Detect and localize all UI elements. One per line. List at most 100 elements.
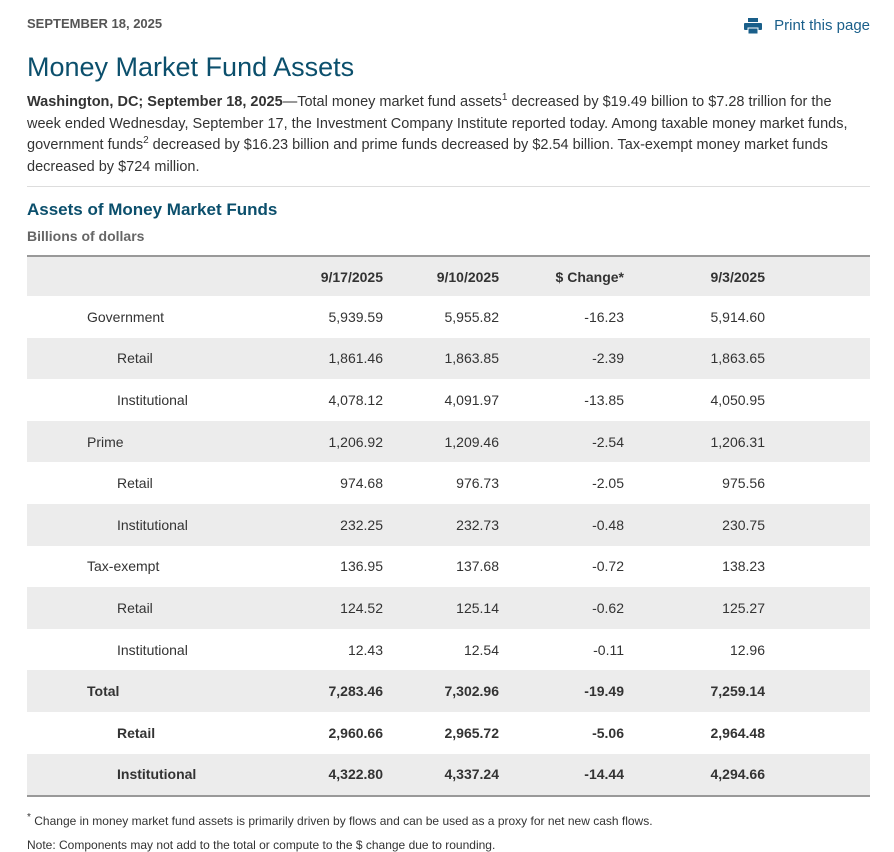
value-cell: 1,861.46 xyxy=(287,337,383,380)
dateline: Washington, DC; September 18, 2025 xyxy=(27,94,283,110)
table-row: Institutional 12.43 12.54 -0.11 12.96 xyxy=(27,629,870,671)
table-row: Government 5,939.59 5,955.82 -16.23 5,914.60 xyxy=(27,296,870,338)
value-cell: 5,955.82 xyxy=(444,308,500,325)
table-row: Institutional 4,322.80 4,337.24 -14.44 4,294… xyxy=(27,753,870,797)
value-cell: -19.49 xyxy=(499,670,624,712)
header-cell xyxy=(765,256,870,296)
value-cell: 1,206.31 xyxy=(624,420,765,463)
header-cell: 9/10/2025 xyxy=(383,256,499,296)
value-cell: 1,206.92 xyxy=(287,420,383,463)
table-row: Retail 124.52 125.14 -0.62 125.27 xyxy=(27,587,870,629)
value-cell: 12.54 xyxy=(463,641,499,658)
table-row: Retail 974.68 976.73 -2.05 975.56 xyxy=(27,462,870,504)
value-cell: 124.52 xyxy=(287,587,383,629)
header-cell: $ Change* xyxy=(499,256,624,296)
footnote: * Change in money market fund assets is … xyxy=(27,812,653,828)
spacer-cell xyxy=(765,379,870,421)
page-title: Money Market Fund Assets xyxy=(27,52,355,82)
value-cell: 975.56 xyxy=(722,475,765,492)
value-cell: 5,939.59 xyxy=(328,308,384,325)
value-cell: -2.54 xyxy=(499,420,624,463)
value-cell: 2,960.66 xyxy=(328,724,384,741)
footnote-mark: * xyxy=(27,812,31,823)
value-cell: 4,091.97 xyxy=(444,391,500,408)
value-cell: -2.39 xyxy=(499,337,624,380)
value-cell: -0.62 xyxy=(499,587,624,629)
value-cell: -0.72 xyxy=(592,558,624,575)
value-cell: 125.14 xyxy=(383,587,499,629)
value-cell: 2,965.72 xyxy=(444,724,500,741)
value-cell: 4,050.95 xyxy=(710,391,766,408)
table-row: Prime 1,206.92 1,209.46 -2.54 1,206.31 xyxy=(27,420,870,463)
footnote-ref: 1 xyxy=(501,92,508,104)
lead-text: decreased by $19.49 billion to $7.28 tri… xyxy=(27,94,848,153)
table-title: Assets of Money Market Funds xyxy=(27,200,278,219)
date: SEPTEMBER 18, 2025 xyxy=(27,16,163,31)
table-row: Institutional 4,078.12 4,091.97 -13.85 4,050… xyxy=(27,379,870,421)
value-cell: 232.25 xyxy=(287,503,383,546)
lead-text: —Total money market fund assets xyxy=(282,94,502,110)
value-cell: 232.73 xyxy=(383,503,499,546)
lead-text: decreased by $16.23 billion and prime fu… xyxy=(27,137,828,175)
value-cell: 125.27 xyxy=(624,587,765,629)
value-cell: -0.48 xyxy=(499,503,624,546)
value-cell: -5.06 xyxy=(592,724,624,741)
row-label: Retail xyxy=(27,587,287,629)
value-cell: 1,209.46 xyxy=(383,420,499,463)
value-cell: 137.68 xyxy=(456,558,499,575)
value-cell: -16.23 xyxy=(584,308,624,325)
value-cell: 4,337.24 xyxy=(383,753,499,797)
row-label: Institutional xyxy=(27,753,287,797)
header-row: 9/17/2025 9/10/2025 $ Change* 9/3/2025 xyxy=(27,256,870,296)
value-cell: 138.23 xyxy=(722,558,765,575)
printer-icon xyxy=(744,17,763,34)
value-cell: 1,863.65 xyxy=(624,337,765,380)
print-link[interactable]: Print this page xyxy=(744,17,870,34)
row-label: Government xyxy=(87,308,165,325)
value-cell: 976.73 xyxy=(456,475,499,492)
table-row: Institutional 232.25 232.73 -0.48 230.75 xyxy=(27,503,870,546)
row-label: Tax-exempt xyxy=(87,558,160,575)
value-cell: 4,294.66 xyxy=(624,753,765,797)
spacer-cell xyxy=(765,753,870,797)
note: Note: Components may not add to the tota… xyxy=(27,838,496,852)
spacer-cell xyxy=(765,296,870,338)
value-cell: 136.95 xyxy=(340,558,383,575)
lead-paragraph: Washington, DC; September 18, 2025—Total… xyxy=(27,92,867,178)
footnote-ref: 2 xyxy=(143,135,149,147)
row-label: Prime xyxy=(27,420,287,463)
table-row: Retail 2,960.66 2,965.72 -5.06 2,964.48 xyxy=(27,712,870,754)
spacer-cell xyxy=(765,420,870,463)
value-cell: 230.75 xyxy=(624,503,765,546)
value-cell: -2.05 xyxy=(592,475,624,492)
value-cell: 974.68 xyxy=(340,475,383,492)
footnote-text: Change in money market fund assets is pr… xyxy=(34,814,653,828)
value-cell: -0.11 xyxy=(593,641,624,658)
value-cell: 4,322.80 xyxy=(287,753,383,797)
row-label: Total xyxy=(27,670,287,712)
table-subtitle: Billions of dollars xyxy=(27,228,145,244)
value-cell: 4,078.12 xyxy=(328,391,384,408)
row-label: Institutional xyxy=(27,503,287,546)
table-row: Total 7,283.46 7,302.96 -19.49 7,259.14 xyxy=(27,670,870,712)
row-label: Institutional xyxy=(117,641,188,658)
value-cell: 12.43 xyxy=(347,641,383,658)
value-cell: 2,964.48 xyxy=(710,724,766,741)
row-label: Retail xyxy=(27,337,287,380)
header-cell: 9/3/2025 xyxy=(624,256,765,296)
value-cell: 5,914.60 xyxy=(710,308,766,325)
spacer-cell xyxy=(765,670,870,712)
spacer-cell xyxy=(765,712,870,754)
print-label[interactable]: Print this page xyxy=(774,17,870,34)
divider xyxy=(27,186,870,187)
value-cell: 12.96 xyxy=(729,641,765,658)
value-cell: -14.44 xyxy=(499,753,624,797)
spacer-cell xyxy=(765,629,870,671)
row-label: Retail xyxy=(117,475,153,492)
table-row: Retail 1,861.46 1,863.85 -2.39 1,863.65 xyxy=(27,337,870,380)
value-cell: -13.85 xyxy=(584,391,624,408)
header-cell: 9/17/2025 xyxy=(287,256,383,296)
spacer-cell xyxy=(765,503,870,546)
table-row: Tax-exempt 136.95 137.68 -0.72 138.23 xyxy=(27,546,870,588)
spacer-cell xyxy=(765,337,870,380)
